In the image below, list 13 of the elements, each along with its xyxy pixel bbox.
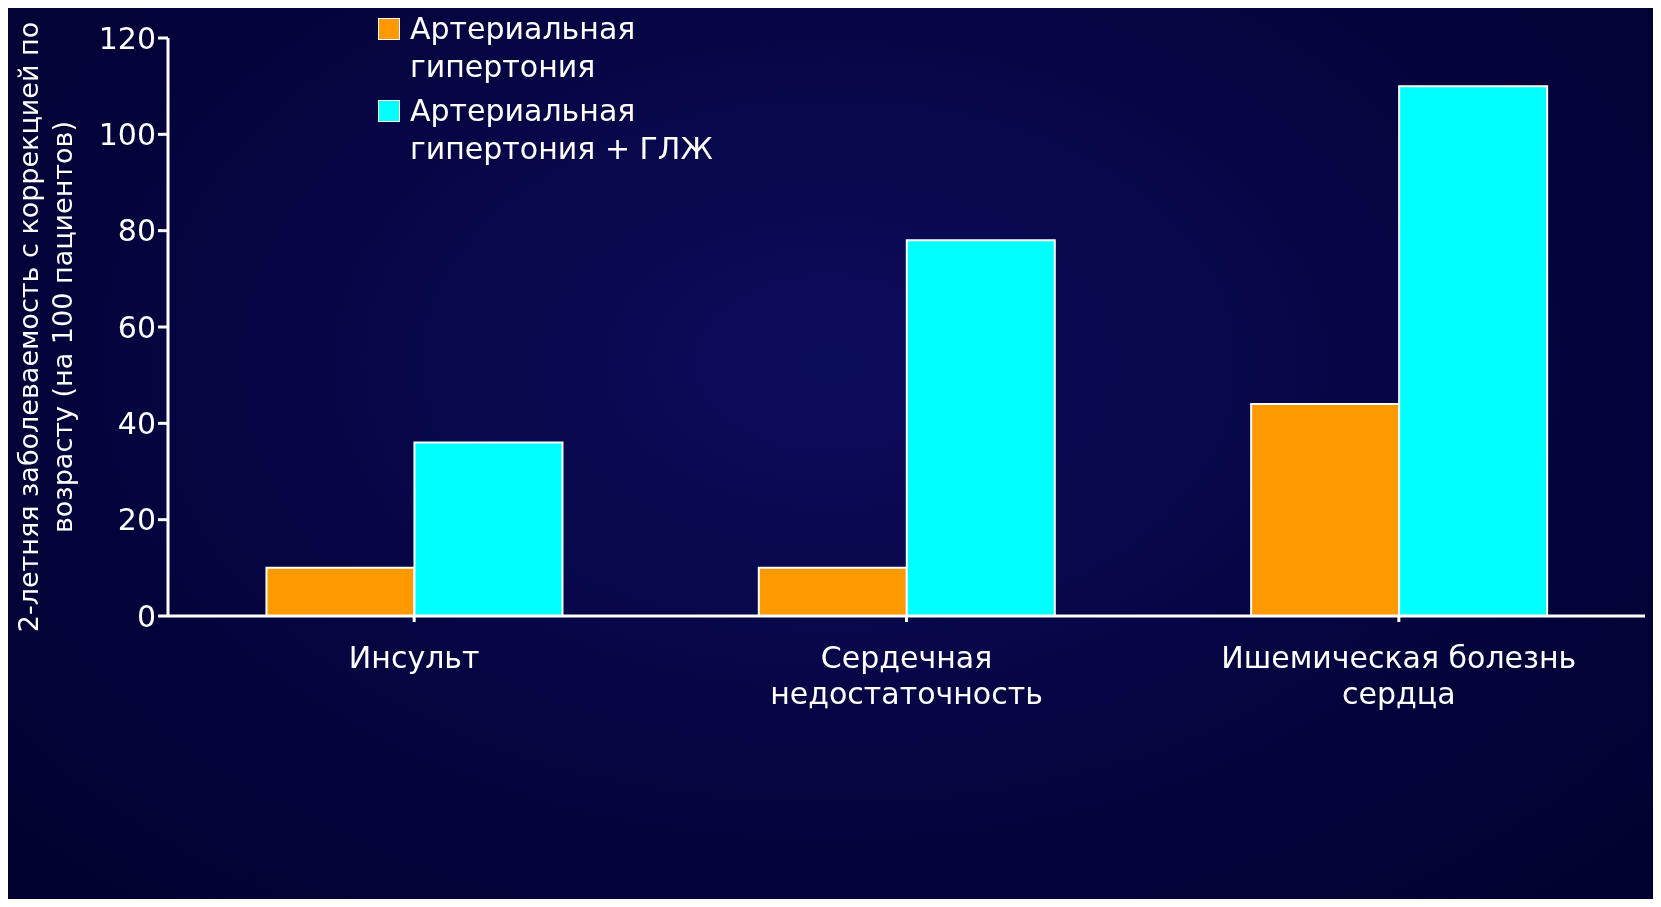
y-tick-label: 20 xyxy=(117,502,156,538)
y-tick-label: 120 xyxy=(98,20,156,56)
y-tick-label: 0 xyxy=(136,598,156,634)
y-axis-title: 2-летняя заболеваемость с коррекцией по возрасту (на 100 пациентов) xyxy=(13,21,78,633)
legend-label: Артериальная гипертония xyxy=(410,10,637,86)
y-tick-label: 100 xyxy=(98,116,156,152)
x-tick-label: Инсульт xyxy=(348,640,480,675)
y-tick-label: 80 xyxy=(117,213,156,249)
x-tick-label: Ишемическая болезнь сердца xyxy=(1221,640,1577,711)
y-tick-label: 60 xyxy=(117,309,156,345)
legend-label: Артериальная гипертония + ГЛЖ xyxy=(410,92,714,168)
x-tick-label: Сердечная недостаточность xyxy=(770,640,1043,711)
y-tick-label: 40 xyxy=(117,405,156,441)
